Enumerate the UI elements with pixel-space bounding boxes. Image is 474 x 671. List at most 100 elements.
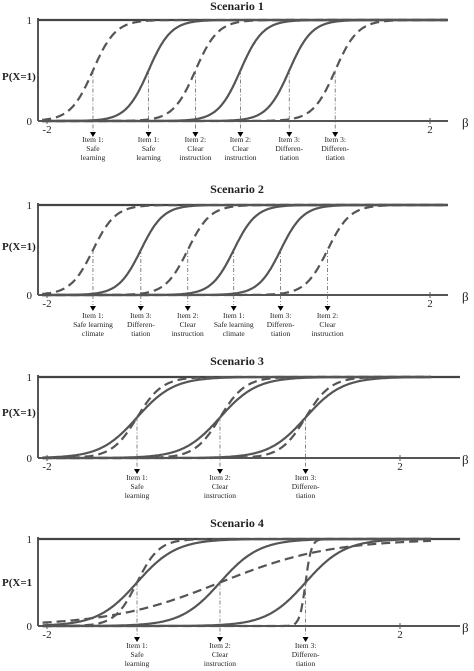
item-label: Item 2: <box>230 135 251 144</box>
item-label: Item 2: <box>317 311 338 320</box>
icc-curve-dashed <box>42 18 448 121</box>
item-label: instruction <box>179 153 211 162</box>
icc-curve-dashed <box>42 375 431 460</box>
y-axis-label: P(X=1) <box>2 71 36 83</box>
chart-panel-3: Scenario 3 P(X=1) 0 1 -2 2 β Item 1:Safelearnin… <box>2 354 469 500</box>
item-label: learning <box>136 153 161 162</box>
x-axis-label: β <box>462 452 469 467</box>
item-label: Clear <box>187 144 204 153</box>
item-label: Item 3: <box>295 641 316 650</box>
item-label: Safe <box>130 482 144 491</box>
difficulty-arrow <box>89 132 96 137</box>
y-tick-label: 1 <box>27 534 33 546</box>
item-label: learning <box>125 491 150 500</box>
x-tick-label: -2 <box>42 298 51 310</box>
chart-title: Scenario 4 <box>210 516 264 530</box>
item-label: Item 1: <box>223 311 244 320</box>
item-label: Differen- <box>321 144 349 153</box>
y-tick-label: 0 <box>27 290 33 302</box>
item-label: instruction <box>204 491 236 500</box>
item-label: Differen- <box>292 650 320 659</box>
item-label: tiation <box>280 153 299 162</box>
difficulty-arrow <box>89 306 96 311</box>
item-label: instruction <box>224 153 256 162</box>
item-label: Clear <box>180 320 197 329</box>
icc-curve-dashed <box>42 18 448 123</box>
difficulty-arrow <box>145 132 152 137</box>
item-label: instruction <box>204 659 236 668</box>
item-label: instruction <box>172 329 204 338</box>
y-tick-label: 0 <box>27 621 33 633</box>
item-label: learning <box>81 153 106 162</box>
icc-curve-dashed <box>42 539 431 624</box>
difficulty-arrow <box>216 469 223 474</box>
y-axis-label: P(X=1) <box>2 407 36 419</box>
item-label: Safe <box>86 144 100 153</box>
icc-curve-solid <box>42 375 431 460</box>
icc-curve-dashed <box>42 203 448 296</box>
item-label: Differen- <box>127 320 155 329</box>
x-tick-label: -2 <box>42 461 51 473</box>
item-label: Item 2: <box>185 135 206 144</box>
item-label: tiation <box>271 329 290 338</box>
difficulty-arrow <box>230 306 237 311</box>
item-label: Item 1: <box>126 641 147 650</box>
difficulty-arrow <box>302 469 309 474</box>
item-label: Safe learning <box>73 320 113 329</box>
item-label: Item 1: <box>82 135 103 144</box>
x-axis-label: β <box>462 115 469 130</box>
item-label: tiation <box>326 153 345 162</box>
icc-curve-solid <box>42 537 431 627</box>
item-label: Safe <box>130 650 144 659</box>
difficulty-arrow <box>134 469 141 474</box>
item-label: Item 1: <box>138 135 159 144</box>
chart-title: Scenario 2 <box>210 182 264 196</box>
y-tick-label: 1 <box>27 372 33 384</box>
icc-curve-solid <box>42 18 448 123</box>
item-label: Item 2: <box>209 473 230 482</box>
y-tick-label: 1 <box>27 200 33 212</box>
chart-title: Scenario 1 <box>210 0 264 13</box>
icc-curve-dashed <box>42 18 448 123</box>
item-label: Clear <box>319 320 336 329</box>
item-label: learning <box>125 659 150 668</box>
chart-panel-4: Scenario 4 P(X=1 0 1 -2 2 β Item 1:Safelearning… <box>2 516 469 668</box>
item-label: Item 2: <box>177 311 198 320</box>
item-label: Item 1: <box>126 473 147 482</box>
difficulty-arrow <box>192 132 199 137</box>
y-axis-label: P(X=1) <box>2 241 36 253</box>
icc-curve-dashed <box>42 203 448 297</box>
icc-curve-solid <box>42 375 431 459</box>
x-axis-label: β <box>462 620 469 635</box>
icc-curve-solid <box>42 538 432 628</box>
x-axis-label: β <box>462 289 469 304</box>
item-label: Clear <box>232 144 249 153</box>
item-label: tiation <box>131 329 150 338</box>
icc-curve-dashed <box>42 203 448 297</box>
y-tick-label: 0 <box>27 453 33 465</box>
icc-curve-dashed <box>42 375 431 460</box>
difficulty-arrow <box>286 132 293 137</box>
difficulty-arrow <box>237 132 244 137</box>
difficulty-arrow <box>332 132 339 137</box>
item-label: Clear <box>212 482 229 491</box>
item-label: Differen- <box>292 482 320 491</box>
item-label: Differen- <box>275 144 303 153</box>
item-label: Item 1: <box>82 311 103 320</box>
icc-curve-dashed <box>42 375 431 460</box>
item-label: Item 3: <box>279 135 300 144</box>
item-label: tiation <box>296 659 315 668</box>
item-label: Differen- <box>267 320 295 329</box>
difficulty-arrow <box>302 637 309 642</box>
item-label: Item 3: <box>324 135 345 144</box>
x-tick-label: 2 <box>427 298 433 310</box>
chart-title: Scenario 3 <box>210 354 264 368</box>
x-tick-label: 2 <box>427 124 433 136</box>
icc-curve-solid <box>42 203 448 297</box>
difficulty-arrow <box>277 306 284 311</box>
icc-curve-solid <box>42 203 448 297</box>
item-label: Safe learning <box>214 320 254 329</box>
